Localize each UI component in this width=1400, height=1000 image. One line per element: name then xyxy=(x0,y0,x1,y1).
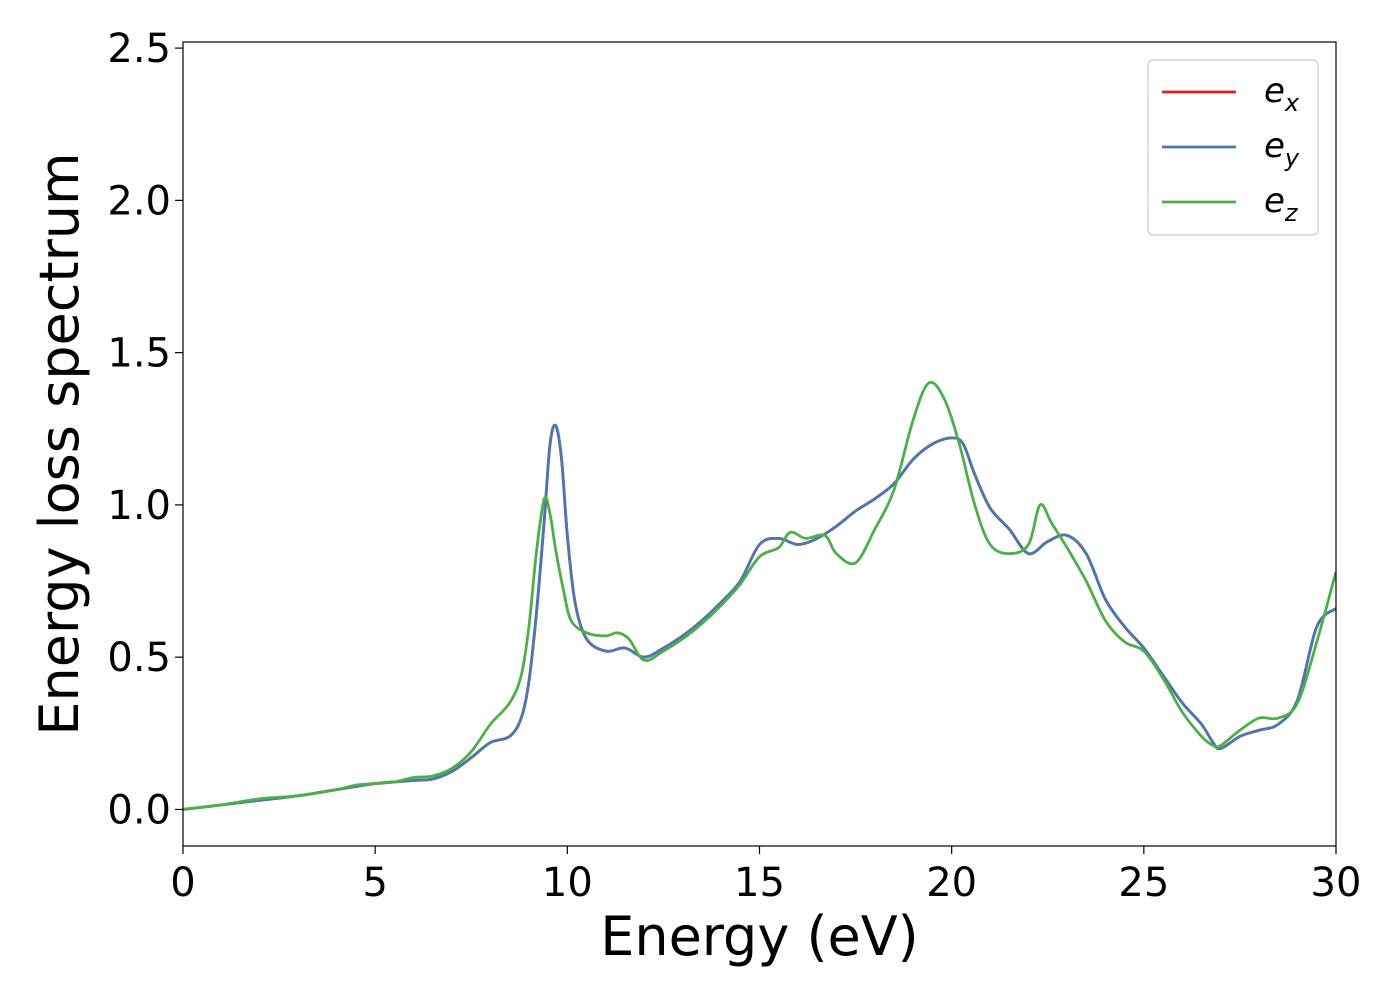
x-tick-label: 30 xyxy=(1311,860,1362,906)
x-tick-label: 10 xyxy=(542,860,593,906)
y-axis-label: Energy loss spectrum xyxy=(28,152,91,735)
legend-subscript: y xyxy=(1284,144,1300,172)
plot-area xyxy=(183,380,1336,811)
y-tick-label: 0.0 xyxy=(107,787,171,833)
x-tick-label: 0 xyxy=(170,860,195,906)
x-axis-label: Energy (eV) xyxy=(600,905,919,968)
y-tick-label: 1.5 xyxy=(107,331,171,377)
y-tick-label: 0.5 xyxy=(107,635,171,681)
y-axis: 0.0 0.5 1.0 1.5 2.0 2.5 xyxy=(107,26,183,833)
x-tick-label: 15 xyxy=(734,860,785,906)
y-tick-label: 1.0 xyxy=(107,483,171,529)
y-tick-label: 2.0 xyxy=(107,178,171,224)
x-tick-label: 25 xyxy=(1118,860,1169,906)
x-axis: 0 5 10 15 20 25 30 xyxy=(170,846,1361,906)
legend-subscript: z xyxy=(1284,199,1299,227)
y-tick-label: 2.5 xyxy=(107,26,171,72)
series-line-ez xyxy=(183,380,1336,811)
legend-subscript: x xyxy=(1284,89,1300,117)
x-tick-label: 5 xyxy=(362,860,387,906)
x-tick-label: 20 xyxy=(926,860,977,906)
